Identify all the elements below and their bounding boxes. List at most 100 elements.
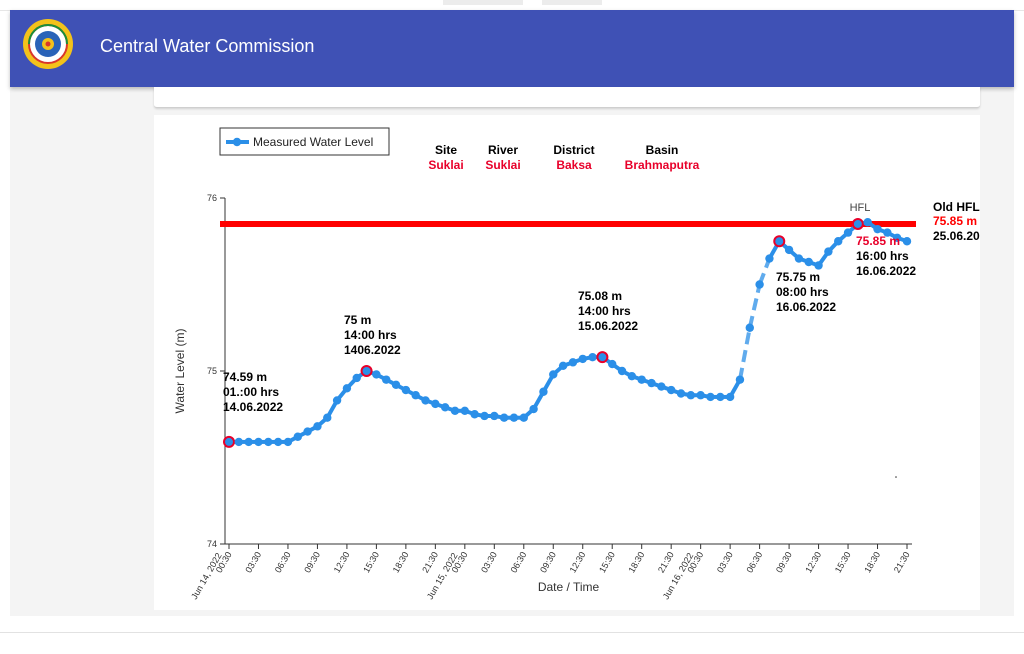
- data-point: [608, 359, 617, 369]
- info-card: [154, 87, 980, 108]
- app-bar: Central Water Commission: [10, 10, 1014, 87]
- x-tick-label: 18:30: [862, 550, 882, 575]
- old-hfl-value: 75.85 m: [933, 214, 977, 228]
- data-point: [883, 228, 892, 237]
- x-tick-label: 03:30: [479, 550, 499, 575]
- highlighted-data-point: [851, 217, 864, 230]
- highlighted-data-point: [596, 351, 609, 364]
- x-tick-label: 06:30: [744, 550, 764, 575]
- series-segment: [737, 327, 752, 381]
- stray-dot: [895, 476, 897, 478]
- data-point: [323, 413, 332, 422]
- annotation-text: 75 m: [344, 313, 371, 327]
- data-point: [745, 323, 754, 332]
- data-point: [332, 396, 342, 405]
- annotation-text: 14.06.2022: [223, 400, 283, 414]
- highlighted-data-point: [223, 435, 235, 448]
- data-point: [617, 366, 627, 376]
- top-tab: [542, 0, 602, 5]
- x-tick-label: 15:30: [361, 550, 381, 575]
- annotation-text: 14:00 hrs: [344, 328, 397, 342]
- annotation-text: 1406.2022: [344, 343, 401, 357]
- data-point: [254, 437, 263, 447]
- data-point: [696, 391, 705, 400]
- info-value: Suklai: [485, 158, 520, 172]
- annotation-text: 16.06.2022: [776, 300, 836, 314]
- data-point: [824, 247, 833, 256]
- data-point: [735, 375, 745, 384]
- info-label: District: [553, 143, 594, 157]
- info-label: Basin: [646, 143, 679, 157]
- x-date-label: Jun 14, 2022: [189, 551, 224, 601]
- data-point: [421, 396, 430, 405]
- data-point: [273, 437, 283, 447]
- x-tick-label: 15:30: [833, 550, 853, 575]
- info-value: Suklai: [428, 158, 463, 172]
- data-point: [450, 406, 460, 415]
- legend-label: Measured Water Level: [253, 135, 373, 149]
- annotation-text: 74.59 m: [223, 370, 267, 384]
- y-tick-label: 74: [207, 539, 217, 549]
- chart-card: 74 75 76 Water Level (m) 00:30 03:30 06:30 09:3…: [154, 115, 993, 610]
- data-point: [490, 411, 499, 421]
- x-tick-label: 18:30: [627, 550, 647, 575]
- annotation-text: 08:00 hrs: [776, 285, 829, 299]
- y-axis-label: Water Level (m): [173, 329, 187, 414]
- data-point: [755, 280, 764, 289]
- data-point: [676, 389, 686, 398]
- info-value: Brahmaputra: [625, 158, 700, 172]
- data-point: [303, 427, 312, 436]
- data-point: [892, 233, 902, 242]
- data-point: [529, 404, 538, 414]
- data-point: [283, 437, 293, 447]
- data-point: [391, 380, 401, 390]
- data-point: [431, 399, 440, 409]
- highlighted-data-point: [773, 235, 786, 248]
- x-tick-label: 09:30: [538, 550, 558, 575]
- x-tick-label: 03:30: [243, 550, 263, 575]
- data-point: [509, 413, 519, 422]
- data-point: [686, 391, 696, 400]
- data-point: [470, 410, 479, 419]
- data-point: [460, 406, 470, 415]
- data-point: [657, 382, 666, 391]
- data-point: [588, 352, 597, 362]
- old-hfl-date: 25.06.2020: [933, 229, 980, 243]
- annotation-text: 01.:00 hrs: [223, 385, 279, 399]
- data-point: [863, 218, 872, 227]
- data-point: [352, 373, 361, 383]
- data-point: [647, 378, 656, 388]
- data-point: [784, 245, 794, 255]
- legend-marker: [232, 137, 242, 147]
- data-point: [539, 387, 548, 396]
- x-tick-label: 09:30: [774, 550, 794, 575]
- annotation-text: 16.06.2022: [856, 264, 916, 278]
- data-point: [902, 237, 912, 246]
- x-tick-label: 09:30: [302, 550, 322, 575]
- highlighted-data-point: [360, 365, 373, 377]
- data-point: [382, 375, 391, 384]
- y-tick-label: 75: [207, 366, 217, 376]
- data-point: [264, 437, 273, 447]
- data-point: [342, 384, 352, 393]
- annotation-text: 75.08 m: [578, 289, 622, 303]
- x-tick-label: 12:30: [332, 550, 352, 575]
- data-point: [804, 257, 813, 267]
- data-point: [834, 237, 843, 246]
- data-point: [706, 392, 715, 402]
- info-label: River: [488, 143, 518, 157]
- annotation-text: 14:00 hrs: [578, 304, 631, 318]
- data-point: [234, 437, 244, 447]
- annotation-text: 75.85 m: [856, 234, 900, 248]
- data-point: [401, 385, 411, 395]
- cwc-emblem-icon: [23, 19, 73, 69]
- info-value: Baksa: [556, 158, 592, 172]
- hfl-label: HFL: [850, 202, 871, 214]
- x-tick-label: 06:30: [509, 550, 529, 575]
- data-point: [313, 422, 322, 431]
- series-segment: [747, 284, 762, 329]
- data-point: [725, 392, 735, 402]
- x-tick-label: 03:30: [715, 550, 735, 575]
- annotation-text: 16:00 hrs: [856, 249, 909, 263]
